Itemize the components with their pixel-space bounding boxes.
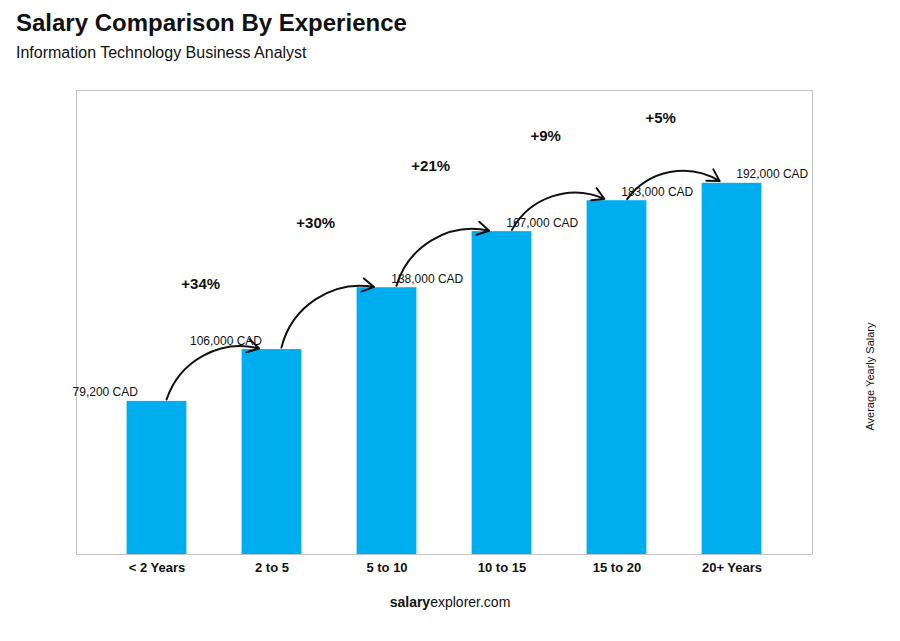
svg-text:5 to 10: 5 to 10 <box>366 560 407 575</box>
svg-text:10 to 15: 10 to 15 <box>478 560 526 575</box>
svg-text:183,000 CAD: 183,000 CAD <box>621 185 693 199</box>
svg-text:+21%: +21% <box>411 157 450 174</box>
html-text:salary explorer.com: salary explorer.com <box>389 594 511 610</box>
svg-text:192,000 CAD: 192,000 CAD <box>736 167 808 181</box>
svg-text:79,200 CAD: 79,200 CAD <box>73 385 139 399</box>
svg-text:+5%: +5% <box>645 109 675 126</box>
svg-text:+30%: +30% <box>296 214 335 231</box>
svg-text:+34%: +34% <box>181 275 220 292</box>
svg-text:15 to 20: 15 to 20 <box>593 560 641 575</box>
html-text:Salary Comparison By Experienc: Salary Comparison By Experience <box>16 9 407 36</box>
svg-text:< 2 Years: < 2 Years <box>129 560 186 575</box>
svg-text:20+ Years: 20+ Years <box>702 560 762 575</box>
svg-text:138,000 CAD: 138,000 CAD <box>391 272 463 286</box>
svg-text:106,000 CAD: 106,000 CAD <box>190 334 262 348</box>
svg-text:2 to 5: 2 to 5 <box>255 560 289 575</box>
html-text:Information Technology Busines: Information Technology Business Analyst <box>16 44 307 61</box>
svg-text:+9%: +9% <box>530 127 560 144</box>
svg-text:167,000 CAD: 167,000 CAD <box>506 216 578 230</box>
svg-text:Average Yearly Salary: Average Yearly Salary <box>864 322 876 431</box>
